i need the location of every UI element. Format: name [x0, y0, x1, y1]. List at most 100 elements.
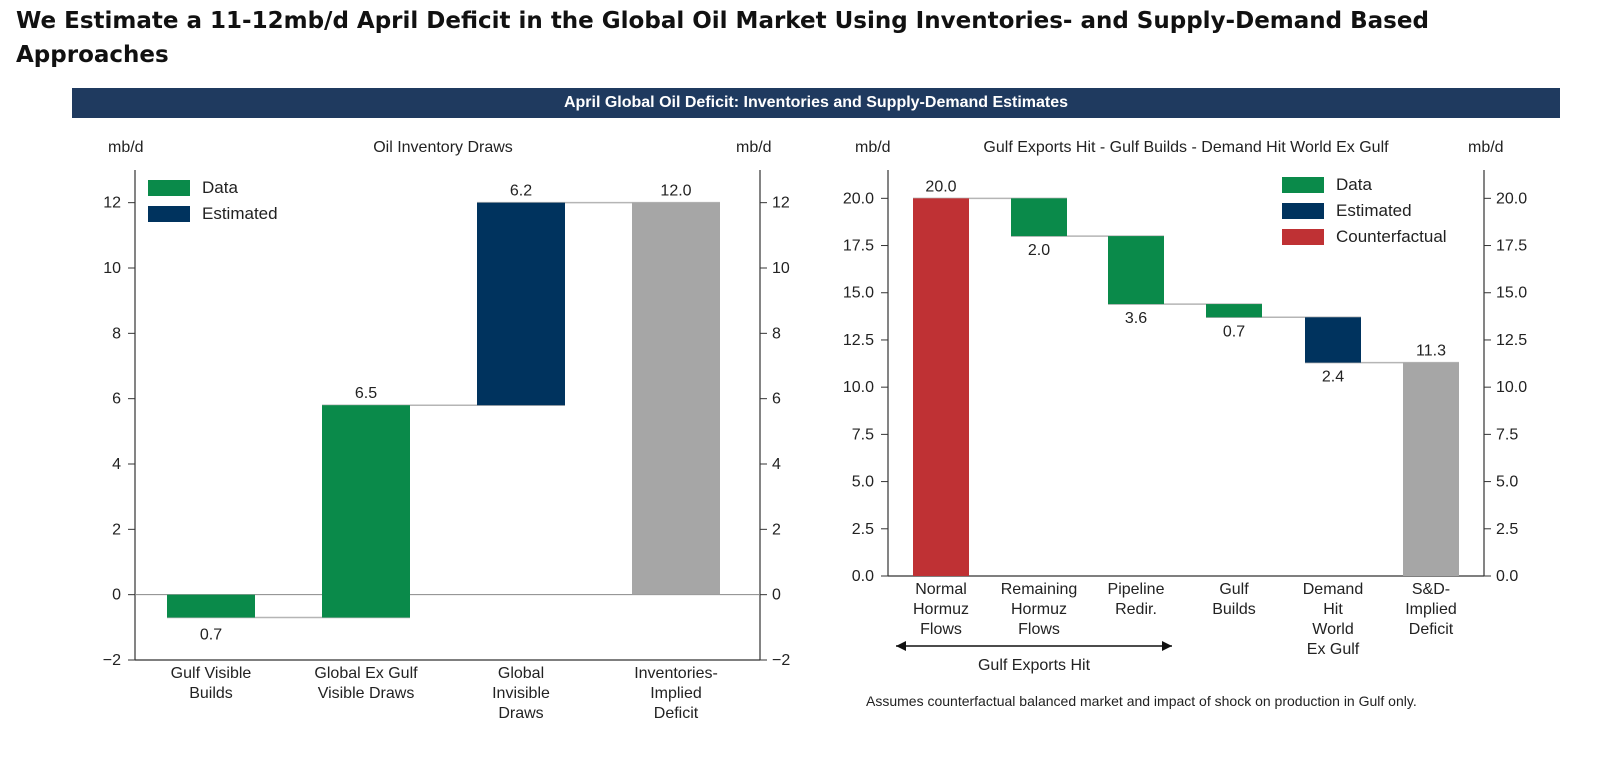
bracket-arrow-right: [1162, 641, 1172, 651]
left-tick-label-right: −2: [772, 652, 790, 669]
right-bar: [1011, 198, 1067, 237]
left-tick-label-left: 10: [103, 260, 121, 277]
right-category-label: Deficit: [1409, 621, 1454, 638]
right-bar: [1403, 362, 1459, 576]
left-ylabel-left: mb/d: [108, 139, 144, 156]
left-legend-swatch: [148, 206, 190, 222]
left-category-label: Gulf Visible: [171, 665, 252, 682]
right-tick-label-left: 12.5: [843, 332, 874, 349]
right-bar: [1206, 304, 1262, 318]
left-category-label: Global: [498, 665, 544, 682]
left-tick-label-right: 6: [772, 391, 781, 408]
right-category-label: Flows: [1018, 621, 1060, 638]
left-tick-label-left: 4: [112, 456, 121, 473]
right-legend-label: Estimated: [1336, 201, 1412, 220]
right-tick-label-right: 2.5: [1496, 521, 1518, 538]
right-tick-label-right: 10.0: [1496, 379, 1527, 396]
right-legend-swatch: [1282, 177, 1324, 193]
footnote: Assumes counterfactual balanced market a…: [866, 693, 1417, 709]
right-bar: [913, 198, 969, 577]
right-category-label: Normal: [915, 581, 967, 598]
right-category-label: Remaining: [1001, 581, 1077, 598]
right-value-label: 3.6: [1125, 310, 1147, 327]
left-value-label: 6.5: [355, 385, 377, 402]
left-category-label: Builds: [189, 685, 233, 702]
right-tick-label-left: 0.0: [852, 568, 874, 585]
right-bar: [1305, 317, 1361, 363]
right-legend-label: Counterfactual: [1336, 227, 1447, 246]
right-tick-label-left: 5.0: [852, 474, 874, 491]
right-bar: [1108, 236, 1164, 305]
left-bar: [632, 202, 720, 595]
right-value-label: 0.7: [1223, 323, 1245, 340]
left-tick-label-left: 6: [112, 391, 121, 408]
left-bar: [167, 594, 255, 618]
right-category-label: Gulf: [1219, 581, 1249, 598]
right-ylabel-right: mb/d: [1468, 139, 1504, 156]
bracket-arrow-left: [896, 641, 906, 651]
right-legend-label: Data: [1336, 175, 1372, 194]
left-category-label: Draws: [498, 705, 543, 722]
right-category-label: Redir.: [1115, 601, 1157, 618]
right-tick-label-right: 15.0: [1496, 285, 1527, 302]
right-tick-label-left: 7.5: [852, 426, 874, 443]
right-category-label: Hormuz: [1011, 601, 1067, 618]
right-tick-label-right: 7.5: [1496, 426, 1518, 443]
right-category-label: Builds: [1212, 601, 1256, 618]
left-tick-label-right: 0: [772, 587, 781, 604]
right-value-label: 2.0: [1028, 242, 1050, 259]
right-category-label: Hit: [1323, 601, 1343, 618]
right-category-label: Implied: [1405, 601, 1457, 618]
right-tick-label-left: 17.5: [843, 238, 874, 255]
right-category-label: Flows: [920, 621, 962, 638]
left-tick-label-right: 12: [772, 195, 790, 212]
left-category-label: Visible Draws: [318, 685, 415, 702]
left-tick-label-left: 2: [112, 521, 121, 538]
right-category-label: Hormuz: [913, 601, 969, 618]
right-legend-swatch: [1282, 203, 1324, 219]
right-value-label: 11.3: [1416, 343, 1446, 360]
right-category-label: Demand: [1303, 581, 1363, 598]
left-value-label: 6.2: [510, 183, 532, 200]
right-category-label: Ex Gulf: [1307, 641, 1360, 658]
right-tick-label-left: 10.0: [843, 379, 874, 396]
right-tick-label-right: 17.5: [1496, 238, 1527, 255]
left-tick-label-left: 12: [103, 195, 121, 212]
left-ylabel-right: mb/d: [736, 139, 772, 156]
left-category-label: Invisible: [492, 685, 550, 702]
right-ylabel-left: mb/d: [855, 139, 891, 156]
right-category-label: World: [1312, 621, 1354, 638]
left-tick-label-left: 8: [112, 325, 121, 342]
left-chart-title: Oil Inventory Draws: [373, 139, 513, 156]
left-bar: [322, 405, 410, 618]
left-legend-label: Estimated: [202, 204, 278, 223]
left-chart: Oil Inventory Draws mb/d mb/d −2 −2 0 0 2 2 4 4…: [103, 139, 791, 722]
right-chart: Gulf Exports Hit - Gulf Builds - Demand …: [843, 139, 1527, 674]
right-chart-title: Gulf Exports Hit - Gulf Builds - Demand …: [983, 139, 1389, 156]
chart-banner: April Global Oil Deficit: Inventories an…: [72, 88, 1560, 118]
right-value-label: 2.4: [1322, 369, 1344, 386]
right-value-label: 20.0: [925, 178, 956, 195]
left-bar: [477, 202, 565, 406]
left-tick-label-left: 0: [112, 587, 121, 604]
right-tick-label-left: 15.0: [843, 285, 874, 302]
right-tick-label-right: 5.0: [1496, 474, 1518, 491]
right-tick-label-right: 20.0: [1496, 190, 1527, 207]
right-legend-swatch: [1282, 229, 1324, 245]
left-tick-label-right: 2: [772, 521, 781, 538]
left-tick-label-right: 8: [772, 325, 781, 342]
left-category-label: Global Ex Gulf: [314, 665, 418, 682]
right-tick-label-left: 2.5: [852, 521, 874, 538]
right-category-label: Pipeline: [1108, 581, 1165, 598]
left-legend-swatch: [148, 180, 190, 196]
left-category-label: Implied: [650, 685, 702, 702]
left-legend-label: Data: [202, 178, 238, 197]
left-category-label: Deficit: [654, 705, 699, 722]
left-value-label: 0.7: [200, 627, 222, 644]
right-tick-label-right: 12.5: [1496, 332, 1527, 349]
right-category-label: S&D-: [1412, 581, 1450, 598]
bracket-label: Gulf Exports Hit: [978, 657, 1091, 674]
right-tick-label-left: 20.0: [843, 190, 874, 207]
left-tick-label-right: 4: [772, 456, 781, 473]
